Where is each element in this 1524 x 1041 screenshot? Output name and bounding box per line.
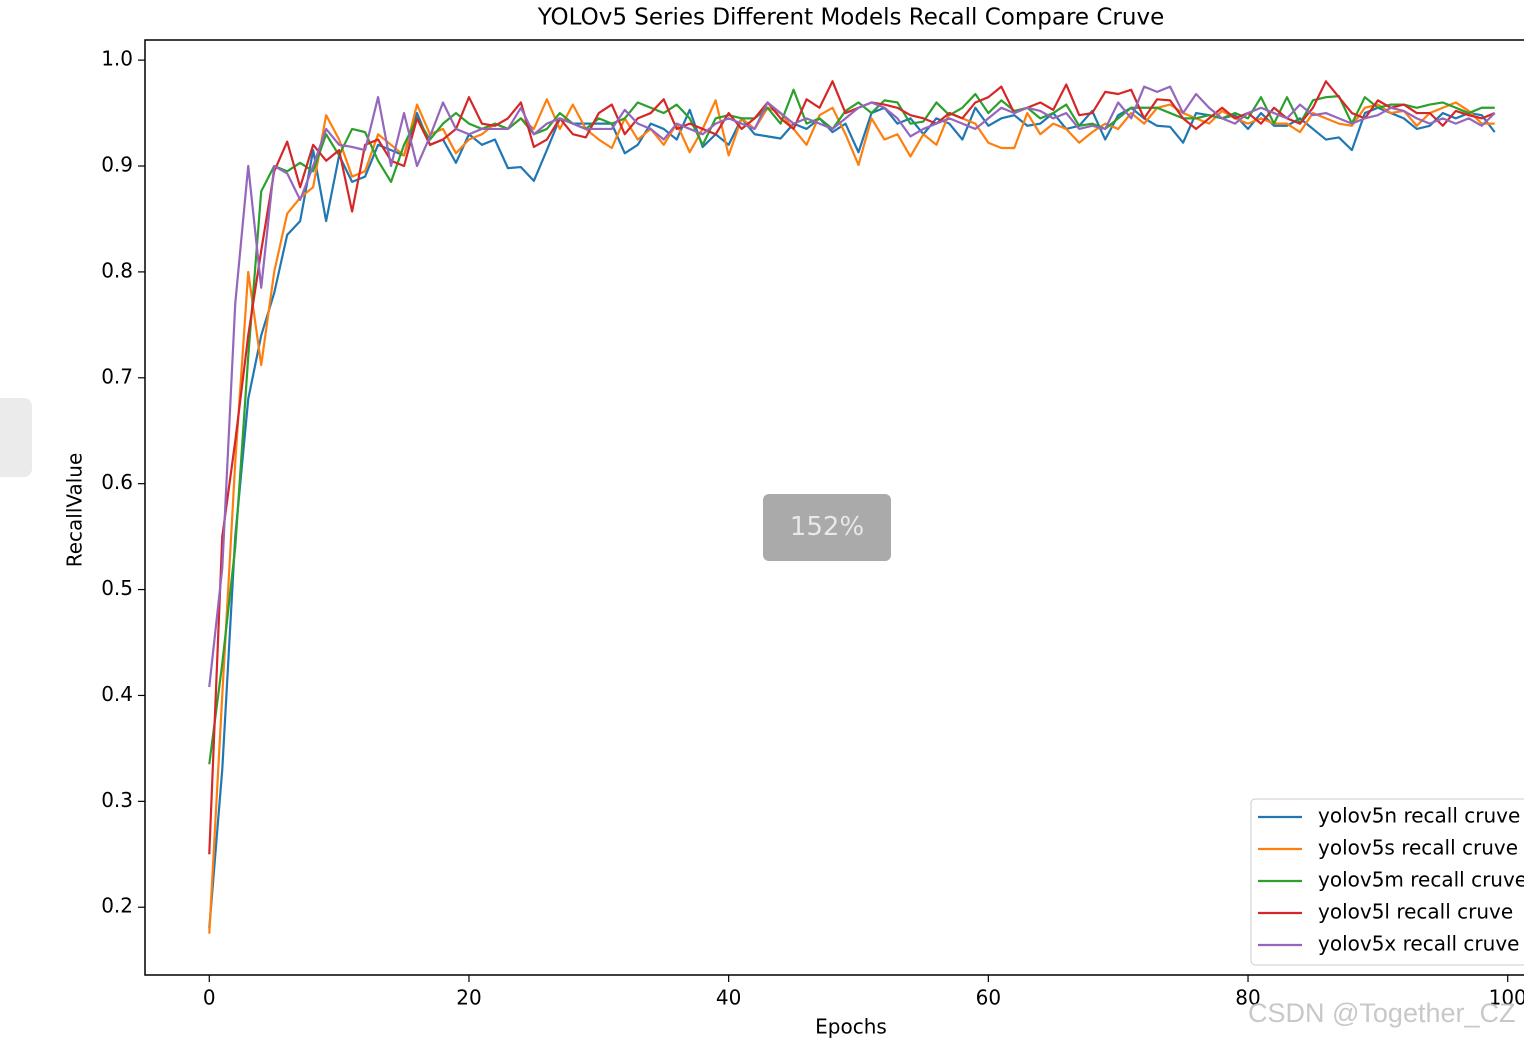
series-line bbox=[208, 85, 1496, 688]
x-tick-label: 20 bbox=[456, 986, 481, 1010]
plot-area bbox=[208, 80, 1496, 934]
y-axis-label: RecallValue bbox=[63, 453, 87, 568]
legend-label: yolov5n recall cruve bbox=[1318, 804, 1520, 828]
x-tick-label: 60 bbox=[976, 986, 1001, 1010]
chart-title: YOLOv5 Series Different Models Recall Co… bbox=[537, 5, 1164, 31]
y-tick-label: 0.5 bbox=[101, 576, 133, 600]
y-tick-label: 0.3 bbox=[101, 788, 133, 812]
legend-label: yolov5m recall cruve bbox=[1318, 868, 1524, 892]
series-line bbox=[208, 98, 1495, 934]
series-line bbox=[208, 88, 1495, 765]
legend-label: yolov5l recall cruve bbox=[1318, 900, 1513, 924]
legend-label: yolov5s recall cruve bbox=[1318, 836, 1518, 860]
series-line bbox=[208, 80, 1496, 855]
y-tick-label: 0.8 bbox=[101, 258, 133, 282]
y-tick-label: 1.0 bbox=[101, 47, 133, 71]
axes-frame bbox=[144, 39, 1524, 976]
x-tick-label: 0 bbox=[203, 986, 216, 1010]
zoom-indicator: 152% bbox=[763, 494, 891, 561]
watermark: CSDN @Together_CZ bbox=[1248, 998, 1516, 1028]
y-tick-label: 0.2 bbox=[101, 894, 133, 918]
y-tick-label: 0.7 bbox=[101, 364, 133, 388]
y-tick-label: 0.9 bbox=[101, 153, 133, 177]
y-tick-label: 0.4 bbox=[101, 682, 133, 706]
side-tab[interactable] bbox=[0, 398, 32, 477]
x-axis-label: Epochs bbox=[815, 1015, 887, 1039]
y-tick-label: 0.6 bbox=[101, 470, 133, 494]
x-tick-label: 80 bbox=[1235, 986, 1260, 1010]
x-tick-label: 40 bbox=[716, 986, 741, 1010]
legend-label: yolov5x recall cruve bbox=[1318, 932, 1519, 956]
legend-box bbox=[1250, 798, 1524, 966]
x-tick-label: 100 bbox=[1489, 986, 1524, 1010]
